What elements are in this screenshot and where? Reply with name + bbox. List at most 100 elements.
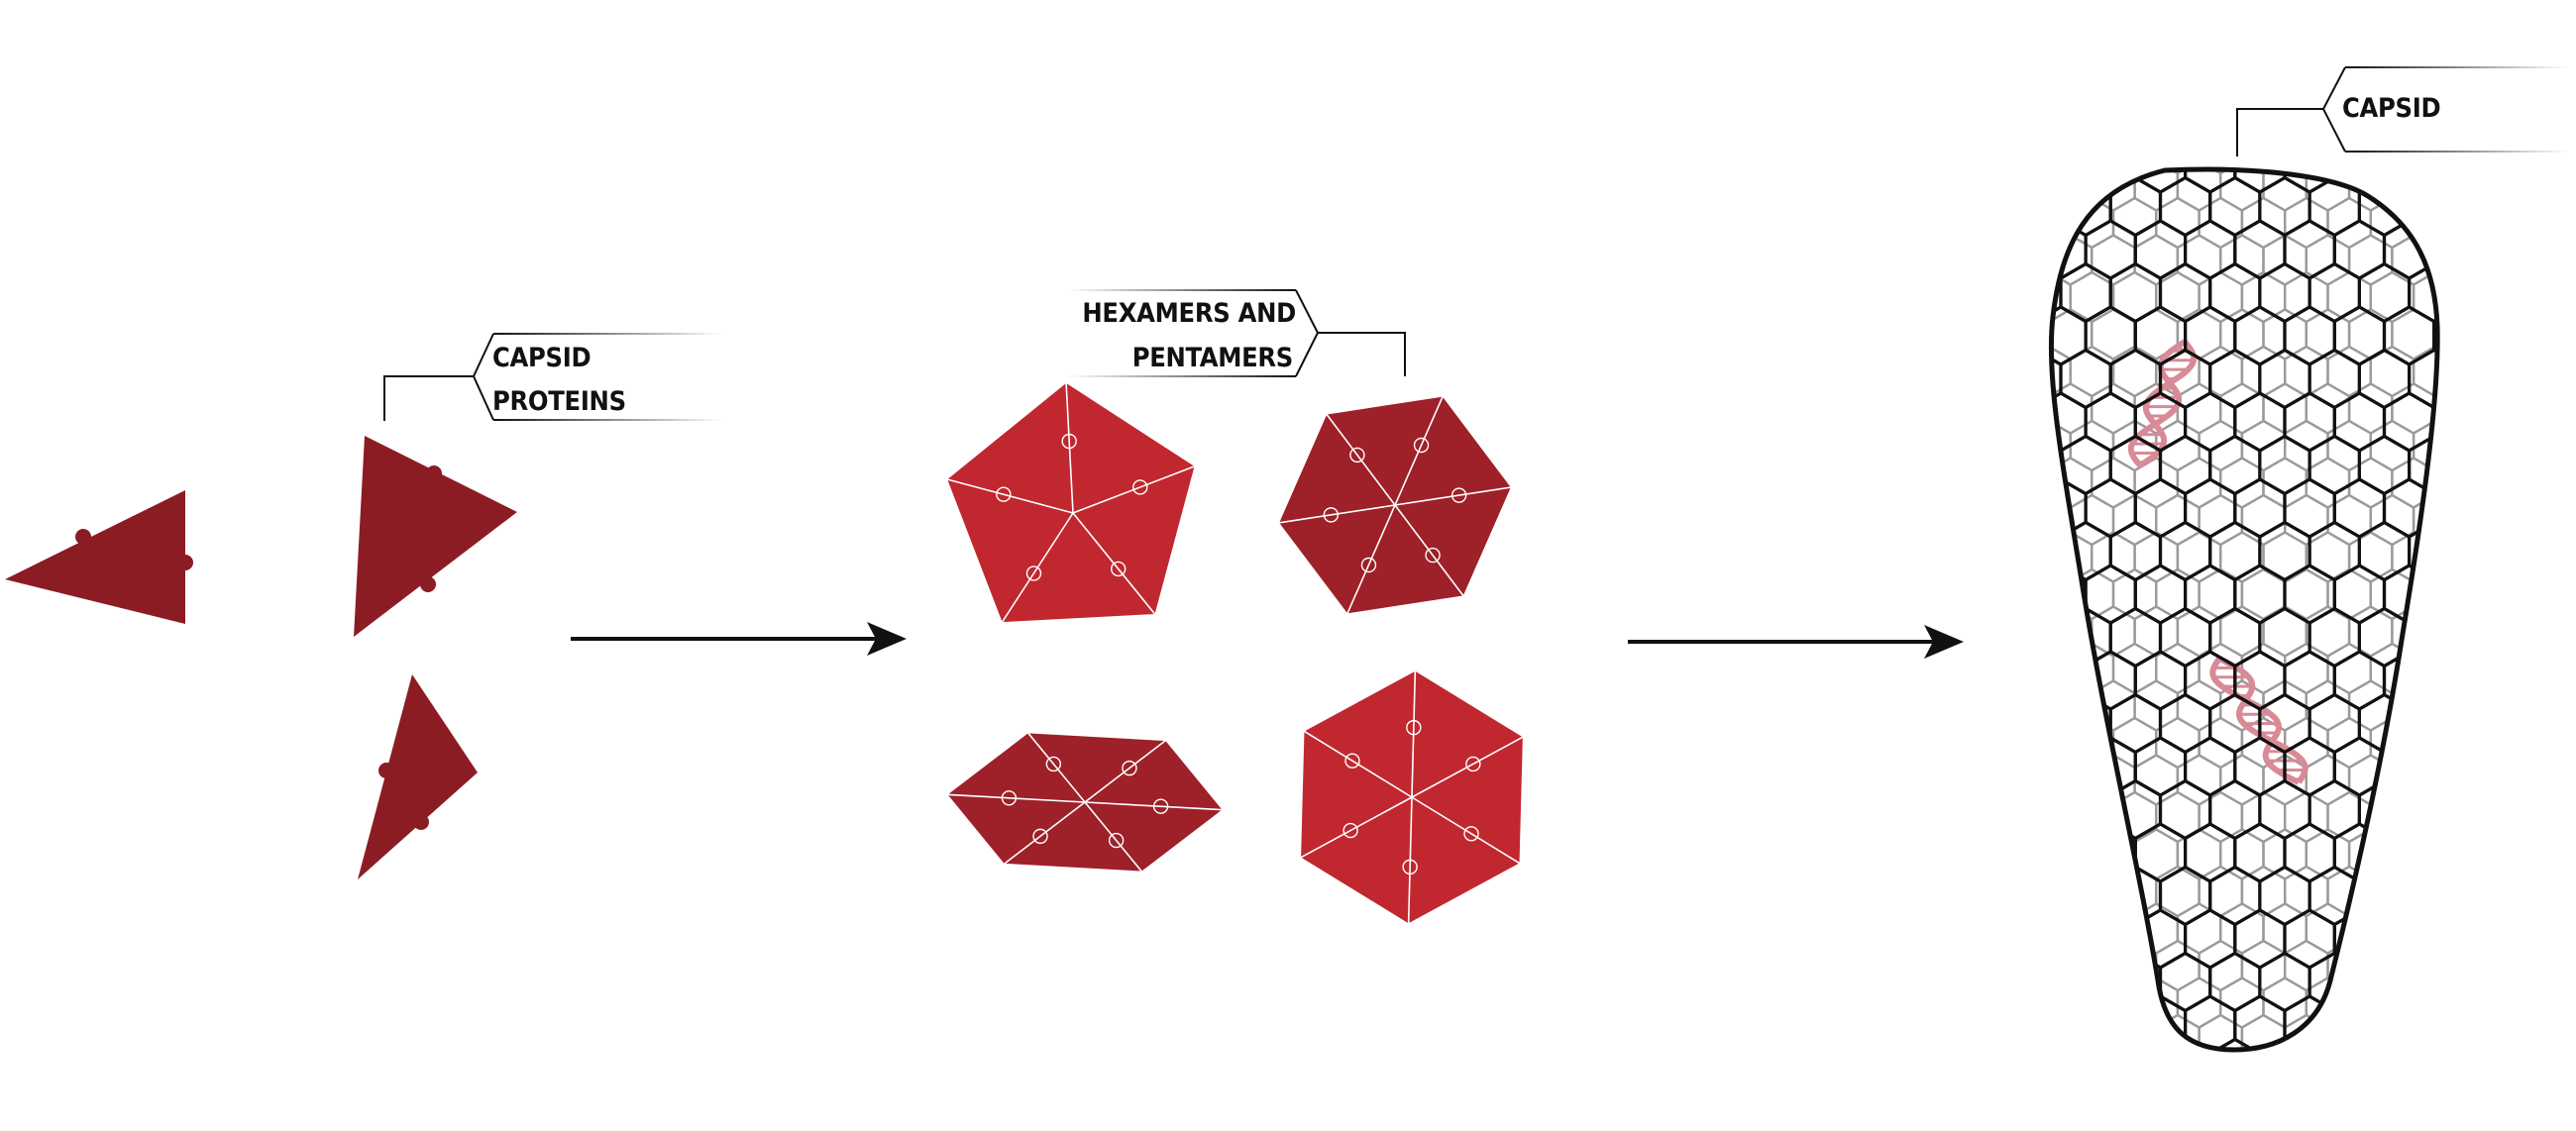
lattice-hexagon (1985, 1015, 2027, 1065)
label-rule-top (493, 333, 723, 335)
lattice-hexagon (2382, 169, 2436, 194)
lattice-hexagon (2456, 50, 2499, 99)
lattice-hexagon (2432, 169, 2438, 194)
lattice-hexagon (2178, 1053, 2220, 1102)
lattice-hexagon (2186, 1082, 2235, 1131)
lattice-hexagon (2385, 1082, 2434, 1131)
lattice-hexagon (1936, 221, 1986, 278)
lattice-hexagon (1942, 792, 1985, 842)
lattice-hexagon (2051, 175, 2063, 238)
lattice-hexagon (2478, 1127, 2521, 1131)
lattice-hexagon (2500, 941, 2542, 990)
lattice-hexagon (2156, 1089, 2199, 1131)
lattice-hexagon (2521, 978, 2563, 1028)
lattice-hexagon (2542, 718, 2576, 768)
lattice-hexagon (2484, 824, 2533, 881)
lattice-hexagon (2558, 781, 2576, 839)
lattice-hexagon (2161, 1126, 2210, 1131)
lattice-hexagon (1962, 178, 2011, 236)
lattice-hexagon (2408, 1037, 2438, 1050)
lattice-hexagon (2521, 756, 2563, 805)
lattice-hexagon (2478, 459, 2521, 508)
lattice-hexagon (2558, 868, 2576, 925)
lattice-hexagon (1963, 830, 2005, 879)
leader-line (1318, 332, 1406, 376)
lattice-hexagon (2051, 196, 2072, 250)
lattice-hexagon (2391, 902, 2436, 955)
lattice-hexagon (2285, 50, 2327, 99)
lattice-hexagon (2500, 50, 2542, 99)
lattice-hexagon (2412, 642, 2438, 695)
wedge-knob (1032, 828, 1048, 845)
wedge-seam (1084, 739, 1167, 803)
lattice-hexagon (2459, 695, 2509, 753)
lattice-hexagon (2220, 1053, 2263, 1102)
lattice-hexagon (2478, 87, 2521, 137)
lattice-hexagon (2051, 939, 2072, 992)
wedge-knob (1402, 859, 1418, 875)
lattice-hexagon (1962, 954, 2011, 1011)
lattice-hexagon (2478, 236, 2521, 285)
lattice-hexagon (1936, 652, 1986, 709)
lattice-hexagon (2391, 828, 2436, 880)
lattice-hexagon (2027, 1089, 2070, 1131)
lattice-hexagon (2433, 977, 2438, 1029)
lattice-hexagon (2408, 606, 2438, 668)
lattice-hexagon (2051, 908, 2088, 970)
lattice-hexagon (1962, 1040, 2011, 1097)
lattice-hexagon (2484, 393, 2533, 451)
label-capsid-proteins-line2: PROTEINS (492, 386, 626, 417)
lattice-hexagon (1986, 910, 2036, 968)
assembly-arrow-2 (1628, 625, 1964, 659)
lattice-hexagon (2135, 1127, 2178, 1131)
lattice-hexagon (2564, 607, 2576, 657)
lattice-hexagon (2456, 272, 2499, 322)
lattice-hexagon (1985, 867, 2027, 916)
lattice-hexagon (1985, 718, 2027, 768)
lattice-hexagon (2456, 718, 2499, 768)
lattice-hexagon (2456, 569, 2499, 619)
lattice-hexagon (2069, 939, 2115, 992)
wedge-knob (1360, 557, 1377, 573)
lattice-hexagon (2006, 310, 2049, 360)
lattice-hexagon (2069, 169, 2115, 175)
lattice-hexagon (1942, 421, 1985, 470)
lattice-hexagon (2533, 910, 2576, 968)
lattice-hexagon (2382, 994, 2436, 1050)
assembly-arrow-1 (571, 622, 907, 656)
lattice-hexagon (2061, 92, 2110, 150)
lattice-hexagon (2059, 778, 2112, 841)
lattice-hexagon (2564, 310, 2576, 360)
lattice-hexagon (2558, 609, 2576, 667)
lattice-hexagon (2533, 479, 2576, 537)
lattice-hexagon (2006, 236, 2049, 285)
leader-line (2236, 108, 2323, 156)
lattice-hexagon (2433, 457, 2438, 509)
lattice-hexagon (2533, 307, 2576, 364)
protein-notch (413, 814, 429, 830)
lattice-hexagon (2456, 124, 2499, 173)
lattice-hexagon (2432, 908, 2438, 970)
lattice-hexagon (2542, 272, 2576, 322)
lattice-hexagon (2509, 437, 2558, 494)
lattice-hexagon (1962, 264, 2011, 322)
lattice-hexagon (2061, 1126, 2110, 1131)
lattice-hexagon (2392, 1053, 2434, 1102)
lattice-hexagon (2533, 824, 2576, 881)
label-bracket (2321, 66, 2346, 153)
lattice-hexagon (1963, 904, 2005, 954)
protein-notch (426, 465, 442, 481)
lattice-hexagon (2110, 1126, 2160, 1131)
lattice-hexagon (2500, 644, 2542, 693)
lattice-hexagon (2359, 1126, 2409, 1131)
lattice-hexagon (1985, 644, 2027, 693)
lattice-hexagon (2435, 1127, 2478, 1131)
lattice-hexagon (1962, 609, 2011, 667)
lattice-hexagon (2478, 161, 2521, 211)
lattice-hexagon (2542, 867, 2576, 916)
lattice-hexagon (2564, 1127, 2576, 1131)
lattice-hexagon (2235, 1082, 2285, 1131)
lattice-hexagon (2459, 264, 2509, 322)
lattice-hexagon (2283, 994, 2336, 1050)
